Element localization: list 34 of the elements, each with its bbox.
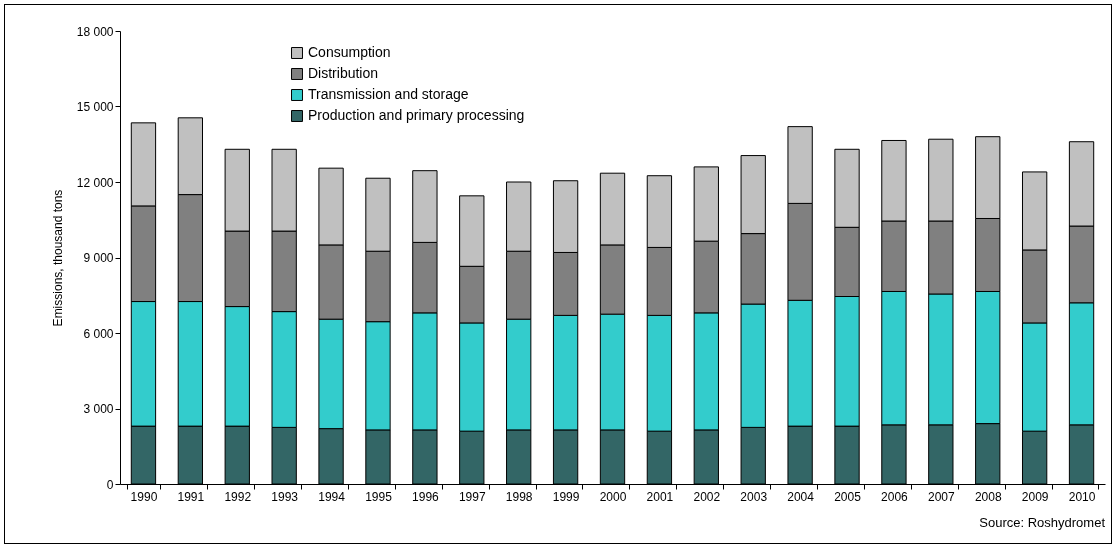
x-tick-label: 1996: [412, 489, 440, 504]
x-tick-label: 1995: [365, 489, 393, 504]
x-tick-label: 1994: [318, 489, 346, 504]
legend-label: Transmission and storage: [308, 86, 469, 102]
x-tick-label: 2006: [881, 489, 909, 504]
x-tick-label: 1990: [130, 489, 158, 504]
x-tick-label: 1998: [505, 489, 533, 504]
y-tick-label: 9 000: [83, 251, 114, 265]
x-tick-label: 2002: [693, 489, 721, 504]
x-tick-label: 1997: [458, 489, 486, 504]
legend-label: Distribution: [308, 65, 379, 81]
x-tick-label: 1991: [177, 489, 205, 504]
legend-label: Consumption: [308, 44, 391, 60]
y-tick-label: 12 000: [76, 175, 114, 190]
y-axis-title: Emissions, thousand tons: [50, 189, 65, 327]
x-tick-label: 2008: [974, 489, 1002, 504]
x-tick-label: 2000: [599, 489, 627, 504]
x-tick-label: 1993: [271, 489, 299, 504]
x-tick-label: 1992: [224, 489, 252, 504]
x-tick-label: 2001: [646, 489, 674, 504]
y-tick-label: 18 000: [76, 24, 114, 39]
legend-label: Production and primary processing: [308, 107, 525, 123]
x-tick-label: 2004: [787, 489, 815, 504]
source-note: Source: Roshydromet: [979, 515, 1106, 530]
y-tick-label: 6 000: [83, 326, 114, 341]
x-tick-label: 2010: [1068, 489, 1096, 504]
y-tick-label: 0: [106, 477, 114, 492]
x-tick-label: 1999: [552, 489, 580, 504]
x-tick-label: 2009: [1021, 489, 1049, 504]
x-tick-label: 2005: [834, 489, 862, 504]
x-tick-label: 2007: [927, 489, 955, 504]
y-tick-label: 3 000: [83, 402, 114, 416]
x-tick-label: 2003: [740, 489, 768, 504]
y-tick-label: 15 000: [76, 100, 114, 114]
